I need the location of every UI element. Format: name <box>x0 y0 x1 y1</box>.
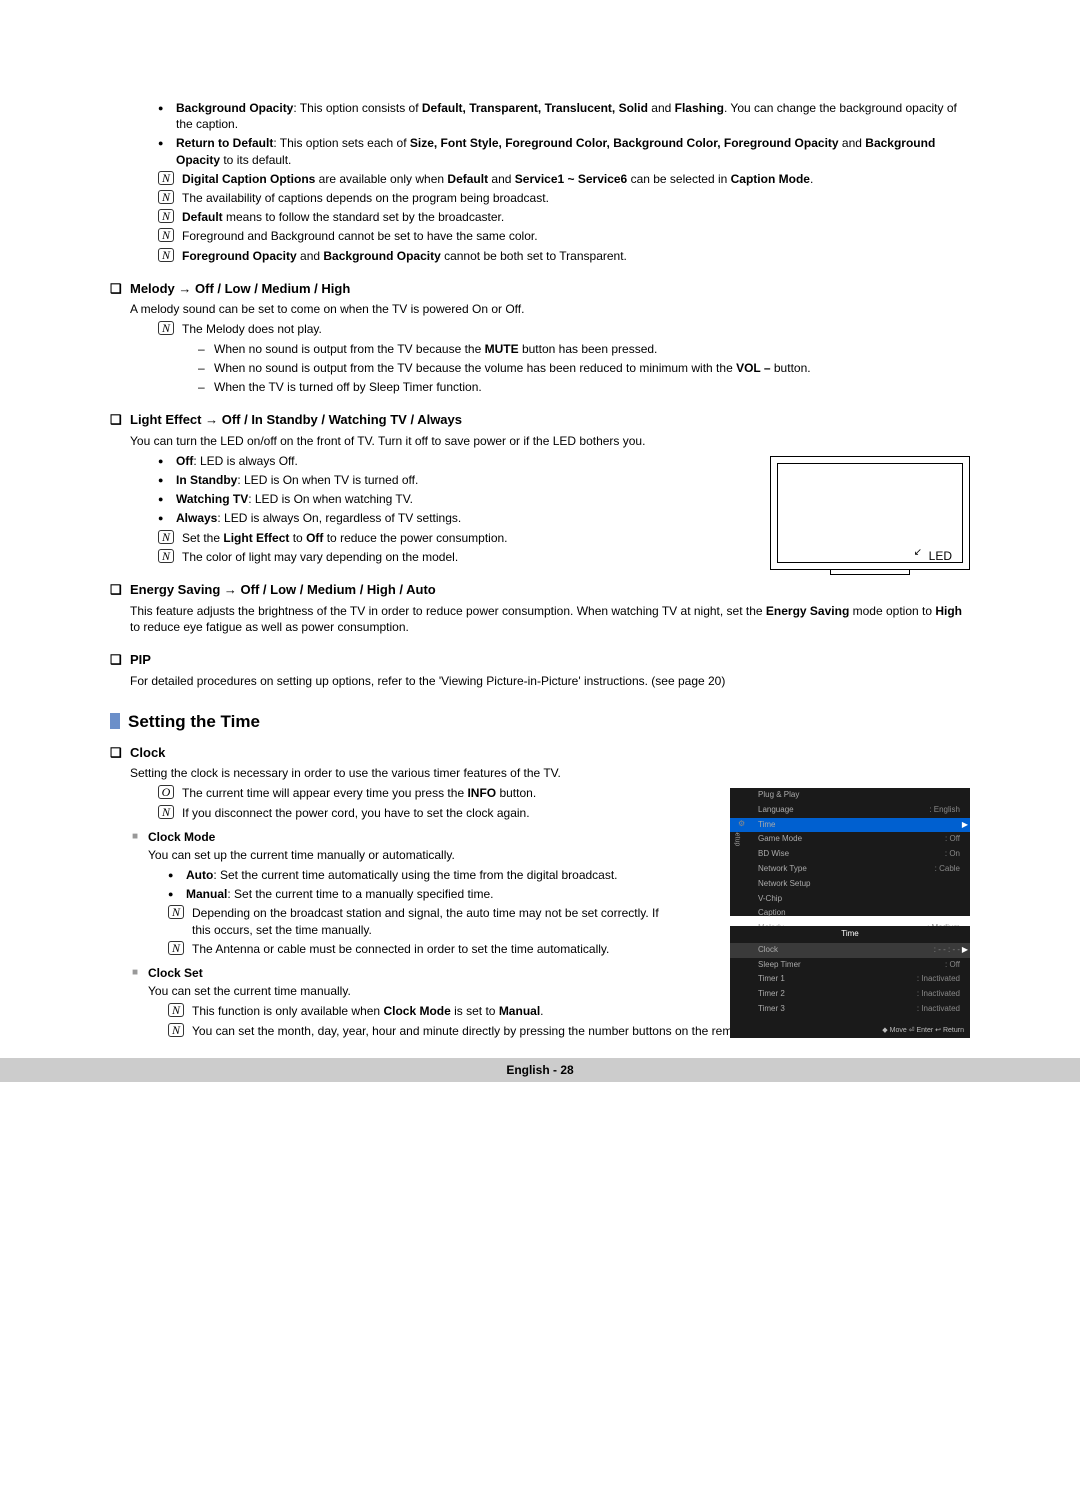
osd-row-value: : Cable <box>935 864 960 875</box>
osd-row: Timer 1 : Inactivated <box>730 972 970 987</box>
osd-row: Clock : - - : - -▶ <box>730 943 970 958</box>
osd-row-label: V-Chip <box>758 894 782 905</box>
note-icon: N <box>158 228 174 242</box>
note-item: NDepending on the broadcast station and … <box>168 905 670 937</box>
osd-row-value: : On <box>945 849 960 860</box>
note-item: NDefault means to follow the standard se… <box>158 209 970 225</box>
osd-row-label: Timer 2 <box>758 989 785 1000</box>
melody-notes: NThe Melody does not play. <box>110 321 970 337</box>
osd-row: Caption <box>730 906 970 921</box>
section-title: Melody → Off / Low / Medium / High <box>110 280 970 298</box>
osd-row: Game Mode : Off <box>730 832 970 847</box>
note-icon: N <box>158 549 174 563</box>
remote-icon: O <box>158 785 174 799</box>
list-item: Return to Default: This option sets each… <box>158 135 970 167</box>
dash-item: When no sound is output from the TV beca… <box>198 341 970 357</box>
note-icon: N <box>168 941 184 955</box>
section-title: Energy Saving → Off / Low / Medium / Hig… <box>110 581 970 599</box>
arrow-right-icon: ▶ <box>962 820 968 831</box>
note-icon: N <box>158 321 174 335</box>
osd-footer: ◆ Move ⏎ Enter ↩ Return <box>882 1026 964 1035</box>
melody-dashes: When no sound is output from the TV beca… <box>110 341 970 396</box>
osd-row: Timer 3 : Inactivated <box>730 1002 970 1017</box>
note-icon: N <box>158 171 174 185</box>
tv-screen: LED ↙ <box>777 463 963 563</box>
note-item: NForeground and Background cannot be set… <box>158 228 970 244</box>
osd-row: V-Chip <box>730 892 970 907</box>
intro-bullets: Background Opacity: This option consists… <box>110 100 970 168</box>
osd-row-label: Timer 1 <box>758 974 785 985</box>
note-icon: N <box>158 190 174 204</box>
tv-stand <box>830 570 910 575</box>
osd-row-value: : Inactivated <box>917 989 960 1000</box>
osd-setup-menu: Setup Plug & PlayLanguage: EnglishTime⚙▶… <box>730 788 970 916</box>
osd-row-label: Time <box>758 820 775 831</box>
osd-row-label: Network Setup <box>758 879 810 890</box>
osd-row: Time ⚙ ▶ <box>730 818 970 833</box>
osd-row: Timer 2 : Inactivated <box>730 987 970 1002</box>
note-icon: N <box>158 530 174 544</box>
gear-icon: ⚙ <box>738 819 745 830</box>
section-energy-saving: Energy Saving → Off / Low / Medium / Hig… <box>110 581 970 635</box>
osd-row-value: : Inactivated <box>917 1004 960 1015</box>
osd-row: Plug & Play <box>730 788 970 803</box>
note-item: NThe Melody does not play. <box>158 321 970 337</box>
section-title: PIP <box>110 651 970 669</box>
osd-row-value: : - - : - - <box>934 945 960 956</box>
section-body: Setting the clock is necessary in order … <box>110 765 970 781</box>
osd-row: Network Type : Cable <box>730 862 970 877</box>
intro-notes: NDigital Caption Options are available o… <box>110 171 970 264</box>
osd-row-label: Timer 3 <box>758 1004 785 1015</box>
osd-row-label: BD Wise <box>758 849 789 860</box>
osd-row-label: Game Mode <box>758 834 802 845</box>
osd-rows: Clock: - - : - -▶Sleep Timer: OffTimer 1… <box>730 943 970 1017</box>
osd-row: BD Wise : On <box>730 847 970 862</box>
note-item: NThe Antenna or cable must be connected … <box>168 941 670 957</box>
osd-row: Language : English <box>730 803 970 818</box>
osd-time-menu: Time Clock: - - : - -▶Sleep Timer: OffTi… <box>730 926 970 1038</box>
dash-item: When the TV is turned off by Sleep Timer… <box>198 379 970 395</box>
osd-row-label: Sleep Timer <box>758 960 801 971</box>
osd-row-label: Clock <box>758 945 778 956</box>
note-item: NDigital Caption Options are available o… <box>158 171 970 187</box>
osd-row-value: : English <box>929 805 960 816</box>
section-title: Light Effect → Off / In Standby / Watchi… <box>110 411 970 429</box>
section-title: Clock <box>110 744 970 762</box>
note-icon: N <box>168 1003 184 1017</box>
clock-mode-notes: NDepending on the broadcast station and … <box>110 905 670 957</box>
arrow-right-icon: ▶ <box>962 945 968 956</box>
osd-row: Network Setup <box>730 877 970 892</box>
section-body: For detailed procedures on setting up op… <box>110 673 970 689</box>
osd-row-label: Caption <box>758 908 786 919</box>
heading-setting-time: Setting the Time <box>110 711 970 734</box>
note-item: NForeground Opacity and Background Opaci… <box>158 248 970 264</box>
note-icon: N <box>158 248 174 262</box>
osd-rows: Plug & PlayLanguage: EnglishTime⚙▶Game M… <box>730 788 970 936</box>
tv-frame: LED ↙ <box>770 456 970 570</box>
note-icon: N <box>158 805 174 819</box>
tv-diagram: LED ↙ <box>770 456 970 575</box>
section-body: You can turn the LED on/off on the front… <box>110 433 670 449</box>
osd-row-label: Language <box>758 805 794 816</box>
osd-title: Time <box>730 926 970 943</box>
section-body: A melody sound can be set to come on whe… <box>110 301 970 317</box>
page-footer: English - 28 <box>0 1058 1080 1082</box>
note-icon: N <box>168 1023 184 1037</box>
dash-item: When no sound is output from the TV beca… <box>198 360 970 376</box>
section-melody: Melody → Off / Low / Medium / High A mel… <box>110 280 970 395</box>
section-pip: PIP For detailed procedures on setting u… <box>110 651 970 689</box>
note-icon: N <box>168 905 184 919</box>
osd-row-value: : Inactivated <box>917 974 960 985</box>
list-item: Background Opacity: This option consists… <box>158 100 970 132</box>
osd-row-value: : Off <box>945 834 960 845</box>
section-body: This feature adjusts the brightness of t… <box>110 603 970 635</box>
osd-row-label: Network Type <box>758 864 807 875</box>
osd-row-label: Plug & Play <box>758 790 799 801</box>
osd-row: Sleep Timer : Off <box>730 958 970 973</box>
led-label: LED <box>929 548 952 564</box>
arrow-icon: ↙ <box>914 546 922 560</box>
note-icon: N <box>158 209 174 223</box>
note-item: NThe availability of captions depends on… <box>158 190 970 206</box>
osd-row-value: : Off <box>945 960 960 971</box>
